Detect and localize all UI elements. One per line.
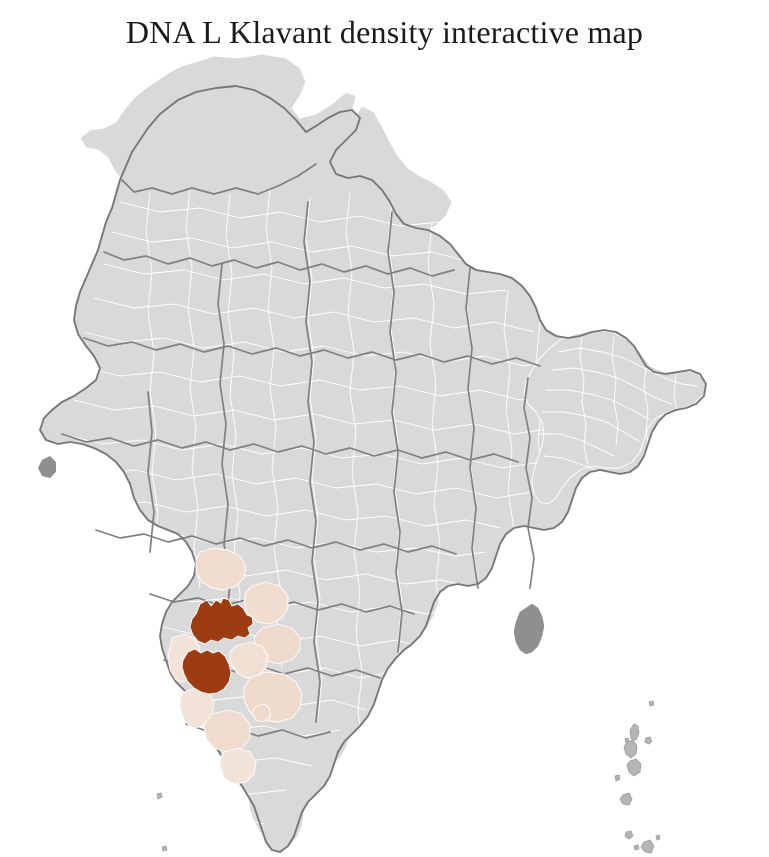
lakshadweep-islands[interactable] bbox=[156, 792, 168, 852]
island-dot-w bbox=[614, 774, 621, 782]
region-sundarbans-delta[interactable] bbox=[513, 603, 545, 655]
island-lakshadweep-b bbox=[161, 845, 168, 852]
india-mainland-outline[interactable] bbox=[40, 86, 706, 852]
district-high-north[interactable] bbox=[190, 598, 253, 644]
district-shaded-ne[interactable] bbox=[244, 582, 288, 624]
island-nicobar-n bbox=[624, 830, 634, 840]
page-title: DNA L Klavant density interactive map bbox=[125, 14, 644, 50]
island-dot-ne bbox=[644, 736, 653, 745]
map-svg[interactable] bbox=[0, 52, 769, 857]
island-north-andaman bbox=[629, 723, 640, 741]
district-shaded-nw[interactable] bbox=[196, 548, 246, 590]
india-choropleth-map[interactable] bbox=[0, 52, 769, 857]
region-kachchh-edge[interactable] bbox=[38, 456, 56, 478]
region-northeast-states[interactable] bbox=[524, 330, 706, 504]
island-dot-mid bbox=[648, 700, 655, 707]
andaman-nicobar-islands[interactable] bbox=[614, 700, 661, 854]
india-national-outline bbox=[39, 85, 707, 853]
island-south-andaman bbox=[626, 758, 642, 777]
district-shaded-far-s[interactable] bbox=[220, 748, 256, 784]
map-landmass-group bbox=[40, 86, 706, 852]
choropleth-highlight-layer[interactable] bbox=[168, 548, 302, 784]
island-dot-far-n bbox=[624, 737, 630, 744]
district-shaded-s[interactable] bbox=[204, 710, 250, 752]
island-nicobar-dot-a bbox=[655, 834, 661, 841]
island-lakshadweep-a bbox=[156, 792, 163, 800]
island-car-nicobar bbox=[619, 792, 633, 806]
district-high-south[interactable] bbox=[182, 649, 231, 694]
district-shaded-tiny[interactable] bbox=[252, 704, 270, 722]
island-middle-andaman bbox=[623, 739, 638, 759]
island-nicobar-dot-b bbox=[633, 844, 640, 851]
island-nicobar-s bbox=[640, 839, 655, 854]
